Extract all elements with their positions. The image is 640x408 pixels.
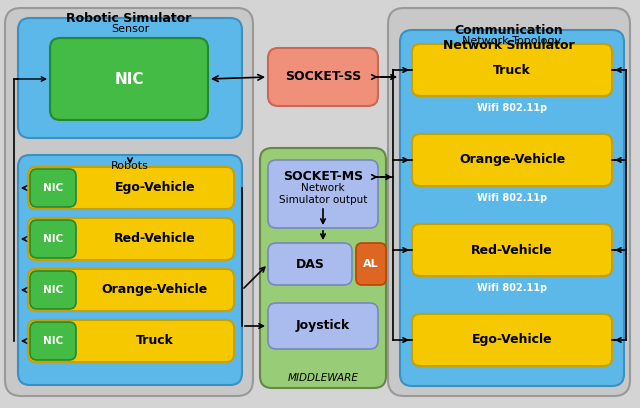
Text: Network Topology: Network Topology [463,36,561,46]
FancyBboxPatch shape [28,320,234,362]
FancyBboxPatch shape [30,271,76,309]
Text: NIC: NIC [43,336,63,346]
FancyBboxPatch shape [412,224,612,276]
Text: Network
Simulator output: Network Simulator output [279,183,367,205]
FancyBboxPatch shape [260,148,386,388]
FancyBboxPatch shape [356,243,386,285]
Text: AL: AL [363,259,379,269]
FancyBboxPatch shape [268,303,378,349]
FancyBboxPatch shape [268,48,378,106]
FancyBboxPatch shape [268,243,352,285]
FancyBboxPatch shape [412,44,612,96]
FancyBboxPatch shape [5,8,253,396]
FancyBboxPatch shape [30,322,76,360]
Text: Red-Vehicle: Red-Vehicle [471,244,553,257]
Text: Wifi 802.11p: Wifi 802.11p [477,283,547,293]
FancyBboxPatch shape [30,220,76,258]
Text: Joystick: Joystick [296,319,350,333]
Text: Truck: Truck [493,64,531,77]
Text: Orange-Vehicle: Orange-Vehicle [102,284,208,297]
FancyBboxPatch shape [28,218,234,260]
Text: Communication
Network Simulator: Communication Network Simulator [443,24,575,52]
FancyBboxPatch shape [412,134,612,186]
Text: Robots: Robots [111,161,149,171]
Text: Wifi 802.11p: Wifi 802.11p [477,193,547,203]
Text: Robotic Simulator: Robotic Simulator [67,13,192,25]
FancyBboxPatch shape [268,160,378,228]
Text: NIC: NIC [43,183,63,193]
Text: SOCKET-MS: SOCKET-MS [283,171,363,184]
Text: Ego-Vehicle: Ego-Vehicle [472,333,552,346]
FancyBboxPatch shape [400,30,624,386]
Text: DAS: DAS [296,257,324,271]
FancyBboxPatch shape [50,38,208,120]
Text: Red-Vehicle: Red-Vehicle [114,233,196,246]
Text: MIDDLEWARE: MIDDLEWARE [287,373,358,383]
FancyBboxPatch shape [18,18,242,138]
Text: Sensor: Sensor [111,24,149,34]
FancyBboxPatch shape [412,314,612,366]
FancyBboxPatch shape [28,167,234,209]
FancyBboxPatch shape [18,155,242,385]
Text: Wifi 802.11p: Wifi 802.11p [477,103,547,113]
FancyBboxPatch shape [30,169,76,207]
FancyBboxPatch shape [388,8,630,396]
Text: NIC: NIC [43,285,63,295]
Text: Ego-Vehicle: Ego-Vehicle [115,182,195,195]
FancyBboxPatch shape [268,148,378,206]
Text: NIC: NIC [43,234,63,244]
Text: Orange-Vehicle: Orange-Vehicle [459,153,565,166]
Text: SOCKET-SS: SOCKET-SS [285,71,361,84]
Text: NIC: NIC [115,71,144,86]
FancyBboxPatch shape [28,269,234,311]
Text: Truck: Truck [136,335,174,348]
